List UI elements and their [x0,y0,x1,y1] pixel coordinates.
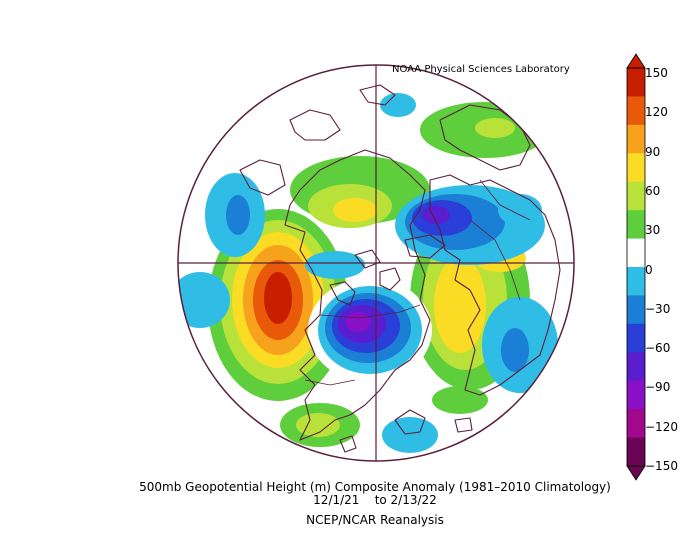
colorbar-swatch [627,96,645,126]
colorbar-swatch [627,210,645,240]
colorbar-swatch [627,295,645,325]
colorbar-tick-label: −30 [645,301,671,316]
colorbar-tick-label: −150 [645,459,678,473]
tropical-atlantic-ridge [432,386,488,414]
credit-label: NOAA Physical Sciences Laboratory [392,64,570,75]
colorbar-swatch [627,267,645,296]
colorbar-swatch [627,323,645,353]
colorbar-tick-label: 60 [645,183,661,198]
north-pacific-low-core [226,195,250,235]
colorbar-top-arrow [626,53,646,69]
colorbar-swatch [627,380,645,410]
caption-dates: 12/1/21 to 2/13/22 [313,493,437,507]
colorbar-tick-label: −120 [645,419,678,434]
colorbar-tick-label: 30 [645,223,661,238]
colorbar-frame [626,67,646,467]
colorbar-swatch [627,352,645,382]
borders [304,179,531,386]
colorbar-swatch [627,437,645,467]
colorbar-tick-label: −60 [645,341,671,356]
arctic-low [380,93,416,117]
colorbar-tick-label: 0 [645,262,653,277]
colorbar-swatch [627,68,645,97]
caption-source: NCEP/NCAR Reanalysis [306,513,444,527]
colorbar-swatch [627,409,645,439]
subtropical-low [382,417,438,453]
canada-trough [308,278,432,382]
coastlines [239,84,561,453]
greenland-low [305,251,365,279]
mexico-ridge-core [296,413,340,437]
colorbar-tick-label: 150 [645,66,668,80]
anomaly-field [178,65,574,461]
atlantic-low-core [501,328,529,372]
map-boundary [177,64,575,462]
colorbar-bottom-arrow [626,465,646,481]
colorbar-tick-label: 90 [645,144,661,159]
colorbar-swatch [627,153,645,183]
colorbar-swatch [627,238,645,268]
colorbar-tick-label: 120 [645,105,668,120]
colorbar [626,53,646,481]
eurasia-trough [395,185,545,265]
caption-title: 500mb Geopotential Height (m) Composite … [139,480,611,494]
colorbar-tick-label: −90 [645,380,671,395]
colorbar-swatch [627,181,645,211]
colorbar-swatch [627,124,645,154]
